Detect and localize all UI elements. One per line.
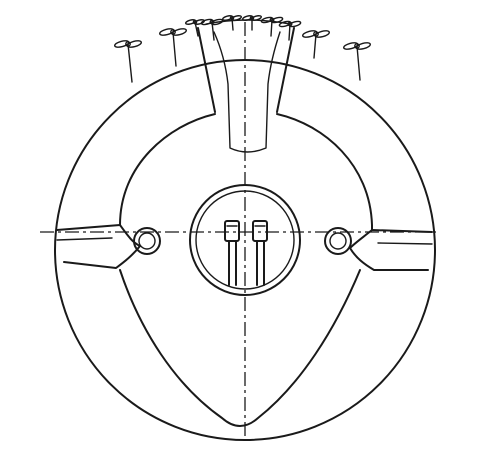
propellers-row (114, 15, 371, 83)
propeller-icon (184, 19, 206, 37)
left-fin-inner-line (56, 237, 113, 241)
propeller-icon (221, 15, 243, 31)
conning-tower-outer (197, 27, 295, 113)
propeller-icon (114, 40, 142, 83)
propeller-icon (200, 18, 224, 41)
twin-pipes (224, 220, 268, 286)
propeller-icon (241, 15, 263, 31)
left-porthole-outer (133, 227, 161, 255)
propeller-icon (159, 28, 187, 67)
propeller-icon (302, 30, 330, 59)
propeller-icon (278, 20, 302, 41)
right-fin-inner-line (377, 242, 433, 245)
right-fin (349, 229, 433, 271)
conning-tower-inner (213, 31, 281, 153)
left-porthole-inner (138, 232, 156, 250)
keel-outline (119, 269, 361, 427)
inner-body-outline (119, 113, 373, 231)
right-porthole-inner (329, 232, 347, 250)
right-porthole-outer (324, 227, 352, 255)
propeller-icon (260, 16, 284, 37)
propeller-icon (343, 42, 371, 81)
